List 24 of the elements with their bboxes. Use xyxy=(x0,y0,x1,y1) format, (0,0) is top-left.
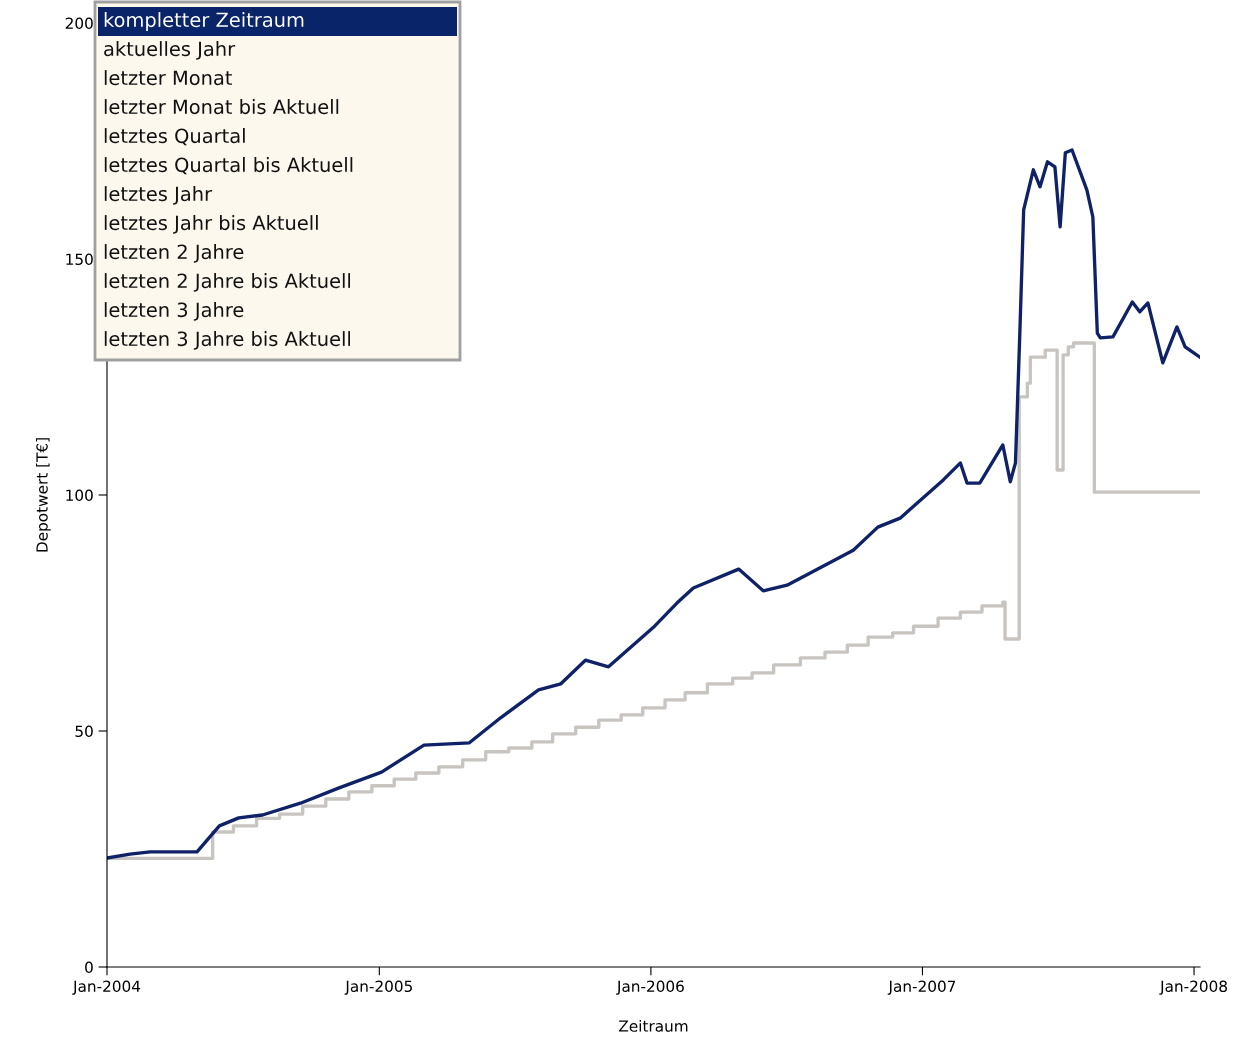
annotation: letzten 3 Jahre xyxy=(104,302,244,321)
annotation: letzten 2 Jahre bis Aktuell xyxy=(104,273,351,292)
y-tick-label: 200 xyxy=(65,17,93,30)
y-axis-title: Depotwert [T€] xyxy=(35,438,51,552)
y-tick-label: 100 xyxy=(66,489,93,502)
annotation: letztes Jahr xyxy=(104,186,213,205)
annotation: kompletter Zeitraum xyxy=(104,12,304,31)
x-tick-label: Jan-2008 xyxy=(1159,980,1227,995)
x-tick-label: Jan-2004 xyxy=(72,980,141,995)
x-axis-title: Zeitraum xyxy=(619,1019,688,1032)
annotation: aktuelles Jahr xyxy=(104,41,236,60)
annotation: letztes Quartal bis Aktuell xyxy=(104,157,353,175)
annotation: letztes Quartal xyxy=(104,128,245,146)
y-tick-label: 150 xyxy=(66,253,93,266)
x-tick-label: Jan-2006 xyxy=(616,980,684,995)
annotation: letzter Monat xyxy=(104,70,233,86)
x-tick-label: Jan-2005 xyxy=(344,980,412,995)
y-tick-label: 0 xyxy=(85,961,93,974)
annotation: letzten 2 Jahre xyxy=(104,244,244,263)
x-tick-label: Jan-2007 xyxy=(887,980,956,995)
annotation: letztes Jahr bis Aktuell xyxy=(104,215,318,234)
y-tick-label: 50 xyxy=(75,725,93,738)
annotation: letzter Monat bis Aktuell xyxy=(104,99,339,115)
annotation: letzten 3 Jahre bis Aktuell xyxy=(104,331,351,350)
